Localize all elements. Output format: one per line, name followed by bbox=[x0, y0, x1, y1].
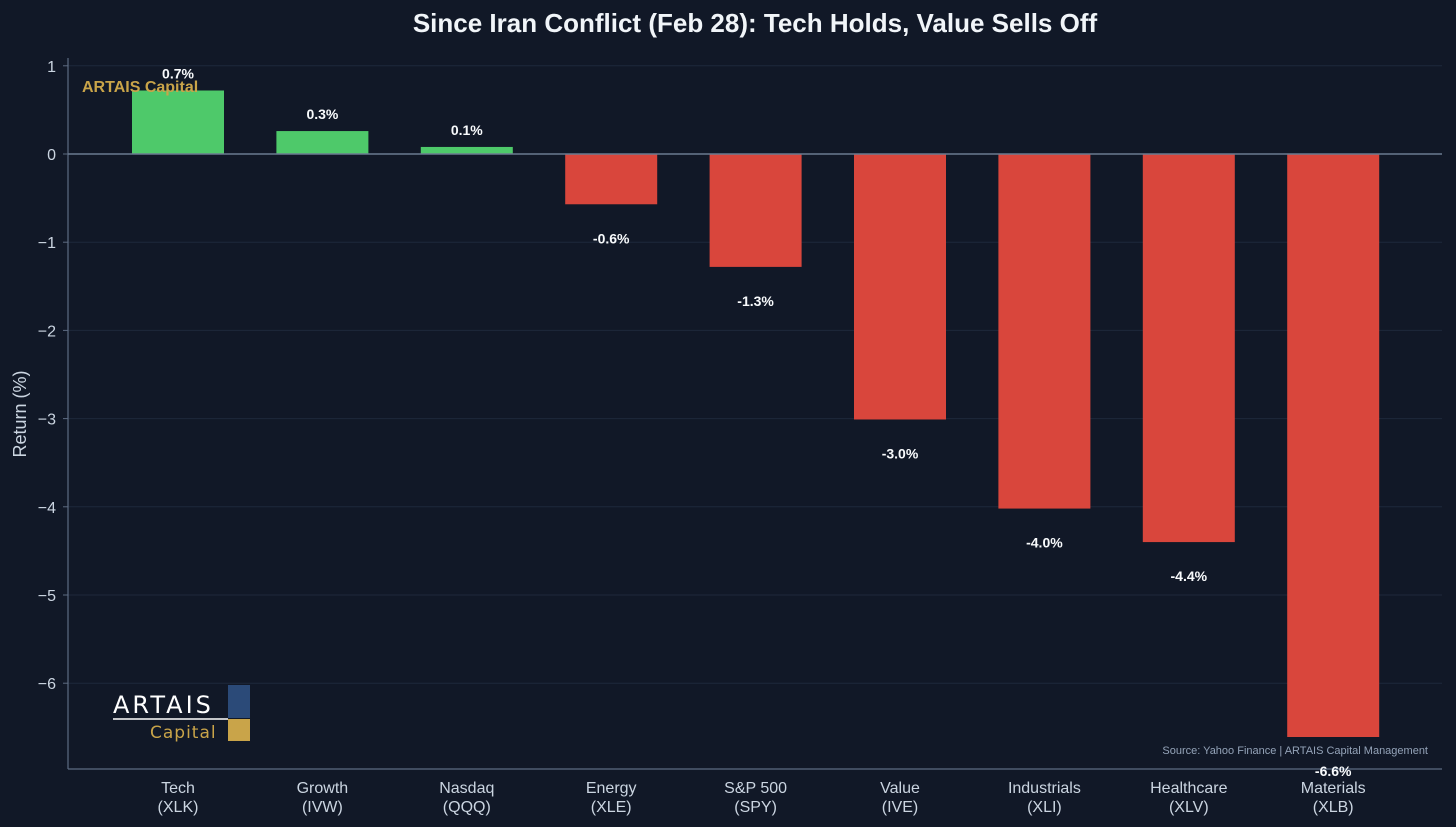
x-tick-ticker: (XLV) bbox=[1169, 799, 1209, 816]
watermark-text: ARTAIS Capital bbox=[82, 79, 198, 96]
x-tick-ticker: (XLK) bbox=[158, 799, 199, 816]
y-tick-label: −5 bbox=[38, 588, 56, 605]
x-tick-label: Materials bbox=[1301, 780, 1366, 797]
data-label: -3.0% bbox=[882, 445, 919, 461]
x-tick-ticker: (SPY) bbox=[734, 799, 777, 816]
x-tick-ticker: (IVE) bbox=[882, 799, 918, 816]
bar-s-p-500 bbox=[709, 154, 802, 267]
bar-group bbox=[132, 90, 1380, 738]
bar-nasdaq bbox=[420, 146, 513, 154]
data-label: -4.0% bbox=[1026, 535, 1063, 551]
bar-materials bbox=[1287, 154, 1380, 738]
x-tick-label: Nasdaq bbox=[439, 780, 494, 797]
x-tick-ticker: (IVW) bbox=[302, 799, 343, 816]
data-label: 0.7% bbox=[162, 65, 194, 81]
logo-gold-block bbox=[228, 719, 250, 741]
logo-navy-block bbox=[228, 685, 250, 718]
data-labels: 0.7% 0.3% 0.1% -0.6% -1.3% -3.0% -4.0% -4.4% -6.… bbox=[162, 65, 1352, 779]
x-tick-label: S&P 500 bbox=[724, 780, 787, 797]
y-tick-label: −3 bbox=[38, 412, 56, 429]
x-tick-label: Industrials bbox=[1008, 780, 1081, 797]
x-tick-labels: Tech (XLK) Growth (IVW) Nasdaq (QQQ) Energy (XL… bbox=[158, 780, 1366, 816]
x-tick-label: Energy bbox=[586, 780, 637, 797]
grid-lines bbox=[68, 65, 1442, 684]
data-label: -4.4% bbox=[1171, 568, 1208, 584]
data-label: -0.6% bbox=[593, 230, 630, 246]
x-tick-ticker: (QQQ) bbox=[443, 799, 491, 816]
data-label: 0.1% bbox=[451, 122, 483, 138]
data-label: 0.3% bbox=[306, 106, 338, 122]
bar-value bbox=[854, 154, 946, 420]
logo-subtext: Capital bbox=[150, 723, 217, 743]
x-tick-ticker: (XLB) bbox=[1313, 799, 1354, 816]
bar-growth bbox=[276, 131, 369, 154]
bar-industrials bbox=[998, 154, 1091, 509]
y-tick-label: 1 bbox=[47, 59, 56, 76]
y-axis-label: Return (%) bbox=[10, 370, 30, 457]
x-tick-label: Value bbox=[880, 780, 920, 797]
artais-logo: ARTAIS Capital bbox=[113, 685, 250, 743]
y-tick-label: −4 bbox=[38, 500, 56, 517]
x-tick-ticker: (XLI) bbox=[1027, 799, 1062, 816]
axes bbox=[63, 58, 1442, 770]
x-tick-label: Growth bbox=[297, 780, 349, 797]
data-label: -1.3% bbox=[737, 293, 774, 309]
x-tick-label: Tech bbox=[161, 780, 195, 797]
source-note: Source: Yahoo Finance | ARTAIS Capital M… bbox=[1162, 745, 1428, 757]
x-tick-ticker: (XLE) bbox=[591, 799, 632, 816]
bar-energy bbox=[565, 154, 658, 205]
logo-wordmark: ARTAIS bbox=[113, 691, 214, 719]
bar-healthcare bbox=[1142, 154, 1235, 543]
y-tick-labels: 1 0 −1 −2 −3 −4 −5 −6 bbox=[38, 59, 56, 693]
y-tick-label: 0 bbox=[47, 147, 56, 164]
chart-title: Since Iran Conflict (Feb 28): Tech Holds… bbox=[413, 8, 1098, 38]
data-label: -6.6% bbox=[1315, 763, 1352, 779]
x-tick-label: Healthcare bbox=[1150, 780, 1227, 797]
y-tick-label: −1 bbox=[38, 235, 56, 252]
y-tick-label: −2 bbox=[38, 323, 56, 340]
y-tick-label: −6 bbox=[38, 676, 56, 693]
bar-tech bbox=[132, 90, 224, 154]
